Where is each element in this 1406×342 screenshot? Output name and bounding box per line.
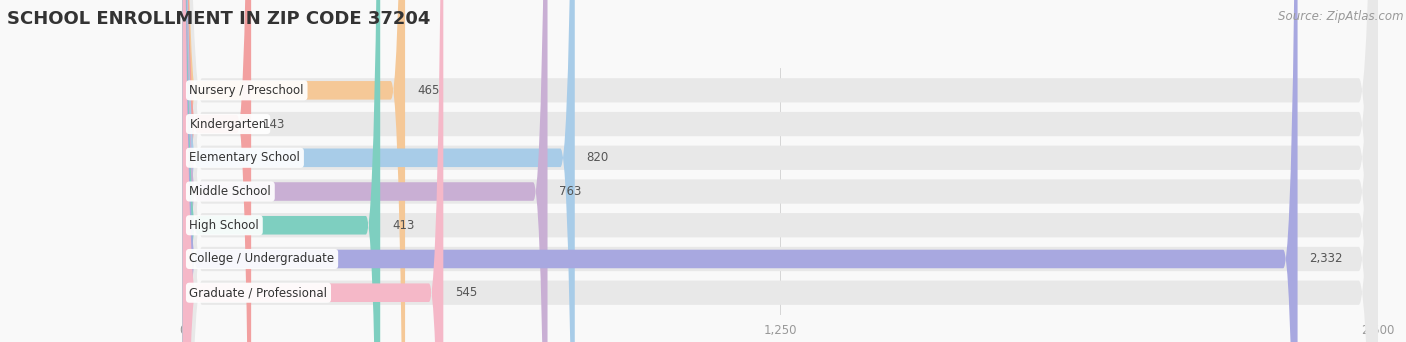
- Text: 763: 763: [560, 185, 582, 198]
- Text: Kindergarten: Kindergarten: [190, 118, 267, 131]
- FancyBboxPatch shape: [183, 0, 1378, 342]
- FancyBboxPatch shape: [183, 0, 1378, 342]
- FancyBboxPatch shape: [183, 0, 575, 342]
- FancyBboxPatch shape: [183, 0, 1378, 342]
- Text: 465: 465: [418, 84, 440, 97]
- FancyBboxPatch shape: [183, 0, 1298, 342]
- FancyBboxPatch shape: [183, 0, 443, 342]
- FancyBboxPatch shape: [183, 0, 252, 342]
- Text: College / Undergraduate: College / Undergraduate: [190, 252, 335, 265]
- FancyBboxPatch shape: [183, 0, 1378, 342]
- Text: Elementary School: Elementary School: [190, 151, 301, 164]
- Text: Graduate / Professional: Graduate / Professional: [190, 286, 328, 299]
- Text: Nursery / Preschool: Nursery / Preschool: [190, 84, 304, 97]
- FancyBboxPatch shape: [183, 0, 405, 342]
- Text: 820: 820: [586, 151, 609, 164]
- Text: Middle School: Middle School: [190, 185, 271, 198]
- FancyBboxPatch shape: [183, 0, 1378, 342]
- Text: 143: 143: [263, 118, 285, 131]
- FancyBboxPatch shape: [183, 0, 1378, 342]
- FancyBboxPatch shape: [183, 0, 547, 342]
- Text: SCHOOL ENROLLMENT IN ZIP CODE 37204: SCHOOL ENROLLMENT IN ZIP CODE 37204: [7, 10, 430, 28]
- Text: Source: ZipAtlas.com: Source: ZipAtlas.com: [1278, 10, 1403, 23]
- Text: 545: 545: [456, 286, 478, 299]
- FancyBboxPatch shape: [183, 0, 1378, 342]
- Text: High School: High School: [190, 219, 259, 232]
- Text: 2,332: 2,332: [1309, 252, 1343, 265]
- FancyBboxPatch shape: [183, 0, 380, 342]
- Text: 413: 413: [392, 219, 415, 232]
